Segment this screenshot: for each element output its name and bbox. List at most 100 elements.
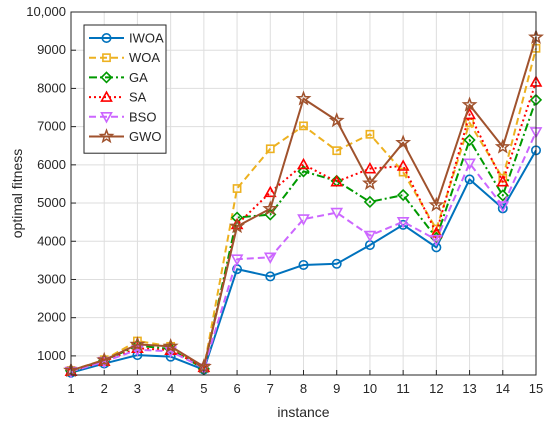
- legend-box: [83, 24, 167, 154]
- data-point: [165, 351, 176, 362]
- data-point: [464, 174, 475, 185]
- x-tick-label: 10: [363, 381, 377, 396]
- data-point: [363, 230, 377, 243]
- series-line: [70, 48, 537, 372]
- data-point: [299, 121, 308, 131]
- data-point: [496, 201, 510, 213]
- data-point: [397, 188, 410, 202]
- data-point: [428, 196, 445, 212]
- data-point: [265, 271, 276, 282]
- x-tick-label: 12: [429, 381, 443, 396]
- data-point: [396, 159, 410, 171]
- series-line: [70, 36, 537, 372]
- y-tick-label: 7000: [37, 119, 66, 134]
- data-point: [96, 351, 113, 367]
- data-point: [328, 112, 345, 128]
- x-axis-label: instance: [277, 404, 329, 420]
- y-tick-label: 10,000: [26, 4, 66, 19]
- data-point: [429, 234, 443, 247]
- x-tick-label: 5: [200, 381, 207, 396]
- y-tick-label: 3000: [37, 271, 66, 286]
- x-tick-label: 8: [300, 381, 307, 396]
- y-tick-label: 9000: [37, 42, 66, 57]
- data-point: [463, 158, 476, 170]
- data-point: [195, 358, 212, 374]
- data-point: [330, 207, 344, 220]
- tick-labels: 1 2 3 4 5 6 7 8 9 10 11 12 13 14 151000200030004000500…: [26, 4, 543, 396]
- legend-label: WOA: [129, 50, 160, 65]
- y-tick-label: 8000: [37, 80, 66, 95]
- legend-item: GA: [89, 70, 148, 85]
- data-point: [330, 175, 344, 187]
- legend-item: WOA: [89, 50, 160, 65]
- data-point: [494, 138, 511, 154]
- data-point: [265, 144, 275, 154]
- legend-label: IWOA: [129, 31, 164, 46]
- data-point: [363, 162, 377, 174]
- y-tick-label: 6000: [37, 157, 66, 172]
- data-point: [232, 184, 242, 193]
- data-point: [331, 258, 342, 269]
- series-line: [70, 149, 537, 374]
- legend-label: SA: [129, 90, 147, 105]
- legend-marker: [102, 53, 111, 63]
- legend-label: GA: [129, 70, 148, 85]
- x-tick-label: 13: [462, 381, 476, 396]
- data-point: [230, 254, 244, 266]
- legend-item: GWO: [89, 128, 162, 144]
- legend: IWOA WOA GA SA BSO GWO: [83, 24, 167, 154]
- data-point: [298, 259, 309, 270]
- data-point: [496, 175, 510, 187]
- legend-label: BSO: [129, 109, 156, 124]
- axes: [70, 11, 537, 376]
- data-point: [365, 129, 375, 139]
- legend-label: GWO: [129, 129, 162, 144]
- x-tick-label: 1: [67, 381, 74, 396]
- data-point: [262, 200, 279, 216]
- data-point: [162, 337, 179, 354]
- x-tick-label: 4: [167, 381, 174, 396]
- x-tick-label: 6: [233, 381, 240, 396]
- legend-marker: [100, 112, 113, 124]
- series-line: [70, 99, 537, 372]
- y-tick-label: 2000: [37, 310, 66, 325]
- data-point: [263, 252, 277, 264]
- data-point: [129, 336, 146, 352]
- y-axis-label: optimal fitness: [9, 149, 25, 238]
- data-point: [396, 216, 410, 229]
- series-line: [70, 131, 537, 373]
- x-tick-label: 7: [267, 381, 274, 396]
- series-lines: [63, 28, 544, 379]
- data-point: [297, 157, 310, 170]
- data-point: [131, 344, 144, 357]
- data-point: [429, 226, 443, 238]
- data-point: [295, 90, 312, 106]
- y-tick-label: 1000: [37, 348, 66, 363]
- data-point: [361, 174, 378, 190]
- data-point: [463, 133, 476, 147]
- data-point: [263, 185, 277, 198]
- x-tick-label: 3: [134, 381, 141, 396]
- legend-item: SA: [89, 90, 147, 105]
- legend-marker: [101, 32, 112, 43]
- legend-marker: [100, 90, 113, 102]
- legend-item: IWOA: [89, 31, 164, 46]
- series-line: [70, 81, 537, 373]
- data-point: [229, 218, 246, 234]
- x-tick-label: 9: [333, 381, 340, 396]
- x-tick-label: 2: [101, 381, 108, 396]
- y-tick-label: 5000: [37, 195, 66, 210]
- data-point: [297, 214, 310, 226]
- data-point: [395, 134, 412, 150]
- data-point: [332, 146, 342, 156]
- data-point: [230, 211, 244, 224]
- data-point: [461, 96, 478, 112]
- legend-marker: [98, 128, 115, 144]
- x-tick-label: 14: [496, 381, 510, 396]
- data-point: [363, 195, 377, 209]
- legend-marker: [100, 71, 113, 84]
- legend-item: BSO: [89, 109, 156, 124]
- data-point: [297, 165, 310, 178]
- series-gwo: [63, 28, 544, 378]
